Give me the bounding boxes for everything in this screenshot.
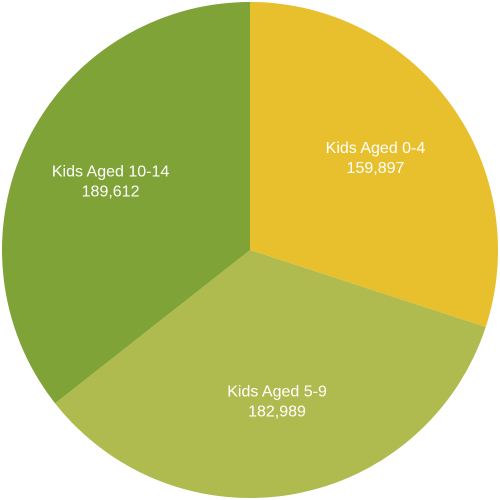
pie-slice-label-2: Kids Aged 10-14	[52, 163, 170, 180]
pie-labels: Kids Aged 0-4 159,897 Kids Aged 5-9 182,989…	[52, 140, 426, 421]
pie-slice-value-1: 182,989	[248, 404, 306, 421]
pie-slice-value-2: 189,612	[82, 183, 140, 200]
pie-slice-2	[1, 2, 251, 404]
pie-slice-1	[55, 250, 486, 498]
pie-slice-label-0: Kids Aged 0-4	[326, 140, 426, 157]
pie-slice-label-1: Kids Aged 5-9	[227, 384, 327, 401]
pie-slice-value-0: 159,897	[347, 160, 405, 177]
pie-slice-0	[250, 2, 498, 328]
